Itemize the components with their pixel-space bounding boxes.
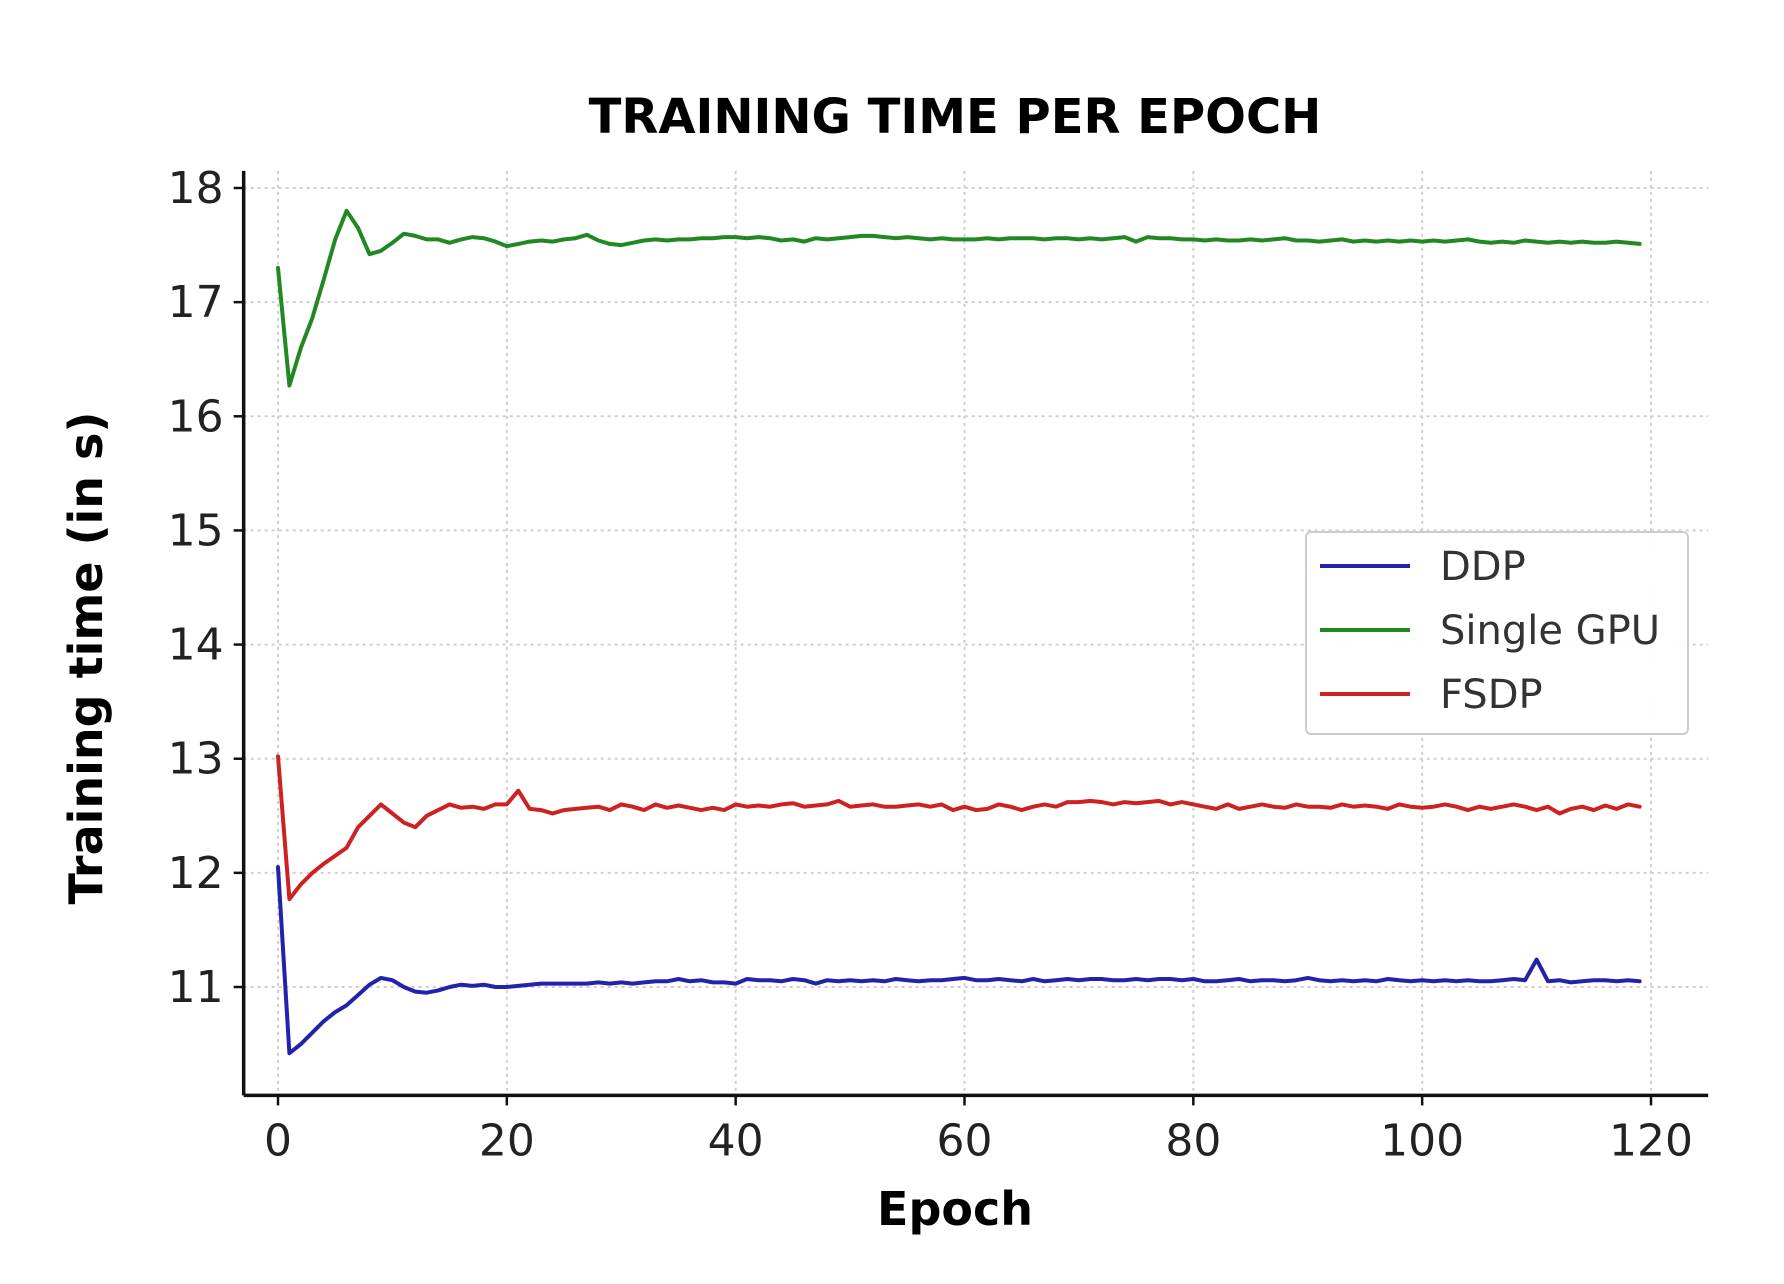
x-tick-label: 80 — [1165, 1115, 1221, 1166]
fsdp-line — [276, 754, 1642, 902]
y-axis-title: Training time (in s) — [59, 412, 113, 905]
y-tick-label: 18 — [168, 163, 224, 214]
legend-label-single-gpu: Single GPU — [1440, 608, 1660, 654]
y-tick-label: 16 — [168, 391, 224, 442]
x-axis-title: Epoch — [877, 1182, 1033, 1236]
y-tick-label: 13 — [168, 734, 224, 785]
legend-label-ddp: DDP — [1440, 544, 1526, 590]
ddp-line — [276, 865, 1642, 1056]
chart-title: TRAINING TIME PER EPOCH — [589, 89, 1322, 145]
legend-box — [1305, 531, 1689, 735]
x-tick-label: 60 — [937, 1115, 993, 1166]
single-gpu-line — [276, 208, 1642, 388]
x-tick-label: 20 — [479, 1115, 535, 1166]
y-tick-label: 12 — [168, 848, 224, 899]
ticks: 0 20 40 60 80 100 120 11 12 13 14 15 16 17 18 — [168, 163, 1693, 1166]
legend-label-fsdp: FSDP — [1440, 672, 1543, 718]
x-tick-label: 100 — [1380, 1115, 1464, 1166]
y-tick-label: 15 — [168, 505, 224, 556]
axes — [241, 170, 1709, 1098]
y-tick-label: 17 — [168, 277, 224, 328]
series-lines — [276, 208, 1642, 1056]
x-tick-label: 40 — [708, 1115, 764, 1166]
y-tick-label: 11 — [168, 962, 224, 1013]
y-tick-label: 14 — [168, 620, 224, 671]
x-tick-label: 120 — [1609, 1115, 1693, 1166]
legend: DDP Single GPU FSDP — [1305, 531, 1689, 735]
x-tick-label: 0 — [264, 1115, 292, 1166]
